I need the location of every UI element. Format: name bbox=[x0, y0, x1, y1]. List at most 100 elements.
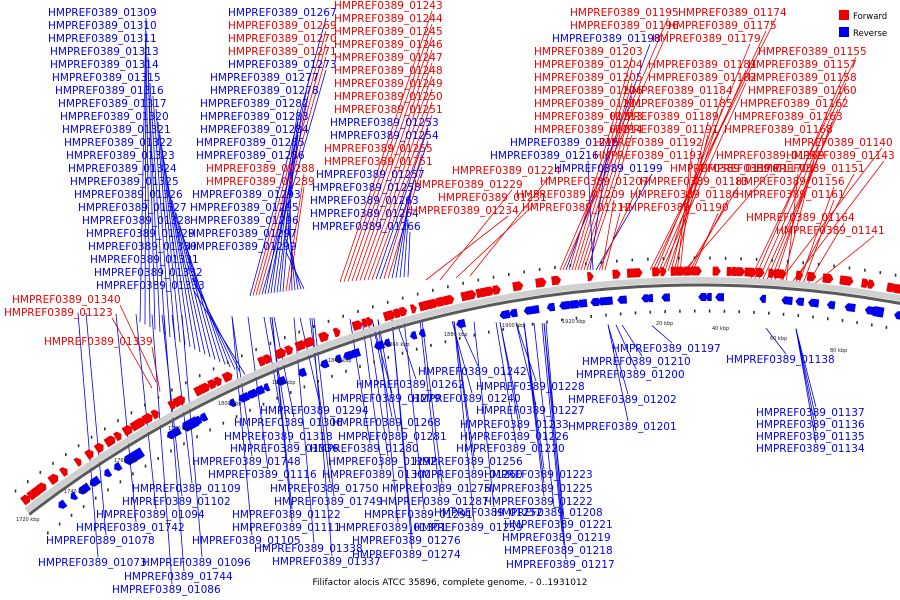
leader-line bbox=[607, 324, 629, 422]
leader-line bbox=[655, 43, 751, 271]
tick-label: 1720 kbp bbox=[16, 517, 40, 523]
forward-gene-arrow bbox=[284, 345, 294, 356]
forward-gene-arrow bbox=[150, 409, 159, 420]
forward-gene-arrow bbox=[843, 275, 854, 286]
tick-label: 1900 kbp bbox=[502, 323, 526, 329]
outer-marker bbox=[144, 403, 146, 407]
forward-gene-arrow bbox=[860, 278, 870, 289]
outer-marker bbox=[492, 275, 495, 279]
gene-label: HMPREF0389_01262 bbox=[356, 379, 465, 391]
leader-line bbox=[339, 10, 433, 283]
gene-label: HMPREF0389_01105 bbox=[192, 535, 301, 547]
inner-marker bbox=[401, 351, 404, 355]
outer-marker bbox=[372, 305, 374, 309]
outer-marker bbox=[462, 281, 464, 285]
leader-line bbox=[577, 95, 633, 271]
leader-line bbox=[231, 316, 253, 536]
gene-label: HMPREF0389_01277 bbox=[210, 72, 319, 84]
leader-line bbox=[347, 36, 433, 282]
leader-line bbox=[533, 322, 555, 508]
inner-marker bbox=[561, 318, 563, 322]
leader-line bbox=[363, 88, 433, 281]
gene-label: HMPREF0389_01226 bbox=[460, 431, 569, 443]
inner-marker bbox=[331, 374, 333, 378]
gene-label: HMPREF0389_01197 bbox=[612, 343, 721, 355]
reverse-gene-arrow bbox=[298, 367, 308, 377]
inner-marker bbox=[782, 312, 785, 316]
leader-line bbox=[499, 322, 521, 432]
leader-line bbox=[151, 314, 173, 585]
leader-line bbox=[149, 82, 166, 335]
outer-marker bbox=[755, 257, 758, 261]
gene-label: HMPREF0389_01271 bbox=[228, 46, 337, 58]
outer-marker bbox=[678, 256, 680, 260]
gene-label: HMPREF0389_01314 bbox=[50, 59, 159, 71]
inner-marker bbox=[276, 396, 278, 400]
inner-marker bbox=[209, 428, 211, 432]
gene-label: HMPREF0389_01138 bbox=[726, 354, 835, 366]
outer-marker bbox=[342, 314, 344, 318]
leader-line bbox=[495, 322, 517, 444]
inner-marker bbox=[649, 310, 652, 314]
inner-marker bbox=[303, 385, 306, 389]
map-caption: Filifactor alocis ATCC 35896, complete g… bbox=[312, 578, 587, 588]
gene-label: HMPREF0389_01294 bbox=[260, 405, 369, 417]
forward-gene-arrow bbox=[427, 298, 439, 310]
outer-marker bbox=[130, 411, 133, 415]
leader-line bbox=[425, 215, 509, 281]
gene-label: HMPREF0389_01224 bbox=[452, 165, 561, 177]
leader-line bbox=[157, 121, 181, 343]
forward-gene-arrow bbox=[103, 435, 116, 448]
outer-marker bbox=[171, 388, 173, 392]
forward-gene-arrow bbox=[893, 283, 900, 294]
outer-marker bbox=[569, 264, 572, 267]
leader-line bbox=[309, 317, 331, 484]
inner-marker bbox=[222, 421, 225, 425]
leader-line bbox=[77, 312, 99, 558]
reverse-gene-arrow bbox=[795, 297, 805, 306]
leader-line bbox=[761, 95, 847, 282]
gene-label: HMPREF0389_01078 bbox=[46, 535, 155, 547]
gene-label: HMPREF0389_01094 bbox=[96, 509, 205, 521]
legend-forward-label: Forward bbox=[853, 12, 887, 22]
forward-gene-arrow bbox=[294, 340, 307, 352]
leader-line bbox=[391, 179, 415, 279]
gene-label: HMPREF0389_01223 bbox=[484, 469, 593, 481]
inner-marker bbox=[359, 365, 361, 368]
gene-label: HMPREF0389_01254 bbox=[330, 130, 439, 142]
leader-line bbox=[679, 160, 693, 273]
leader-line bbox=[377, 319, 399, 523]
position-ticks: 1720 kbp 1740 kbp 1760 kbp 1780 kbp 1800 kbp… bbox=[16, 319, 847, 523]
leader-line bbox=[167, 186, 206, 355]
forward-gene-arrow bbox=[332, 327, 341, 338]
leader-line bbox=[658, 69, 747, 271]
leader-line bbox=[682, 173, 769, 273]
gene-label: HMPREF0389_01214 bbox=[534, 124, 643, 136]
genome-ring bbox=[14, 256, 900, 535]
gene-label: HMPREF0389_01181 bbox=[648, 59, 757, 71]
gene-features bbox=[20, 266, 900, 509]
gene-label: HMPREF0389_01300 bbox=[322, 469, 431, 481]
outer-marker bbox=[386, 300, 389, 304]
reverse-gene-arrow bbox=[104, 468, 113, 478]
gene-label: HMPREF0389_01162 bbox=[740, 98, 849, 110]
reverse-gene-arrow bbox=[641, 294, 649, 303]
leader-line bbox=[367, 319, 389, 457]
tick-label: 1780 kbp bbox=[168, 426, 192, 432]
gene-label: HMPREF0389_01096 bbox=[142, 557, 251, 569]
leader-line bbox=[371, 114, 433, 280]
leader-line bbox=[367, 101, 433, 281]
leader-line bbox=[171, 199, 211, 358]
reverse-gene-arrow bbox=[509, 308, 518, 318]
gene-label: HMPREF0389_01245 bbox=[334, 26, 443, 38]
reverse-gene-arrow bbox=[781, 296, 788, 305]
forward-gene-arrow bbox=[886, 282, 896, 293]
outer-marker bbox=[508, 272, 510, 276]
forward-gene-arrow bbox=[822, 273, 834, 284]
leader-line bbox=[191, 277, 241, 373]
leader-line bbox=[421, 320, 443, 484]
forward-gene-arrow bbox=[141, 413, 153, 425]
gene-label: HMPREF0389_01246 bbox=[334, 39, 443, 51]
reverse-gene-arrow bbox=[661, 293, 671, 302]
inner-marker bbox=[373, 360, 375, 364]
